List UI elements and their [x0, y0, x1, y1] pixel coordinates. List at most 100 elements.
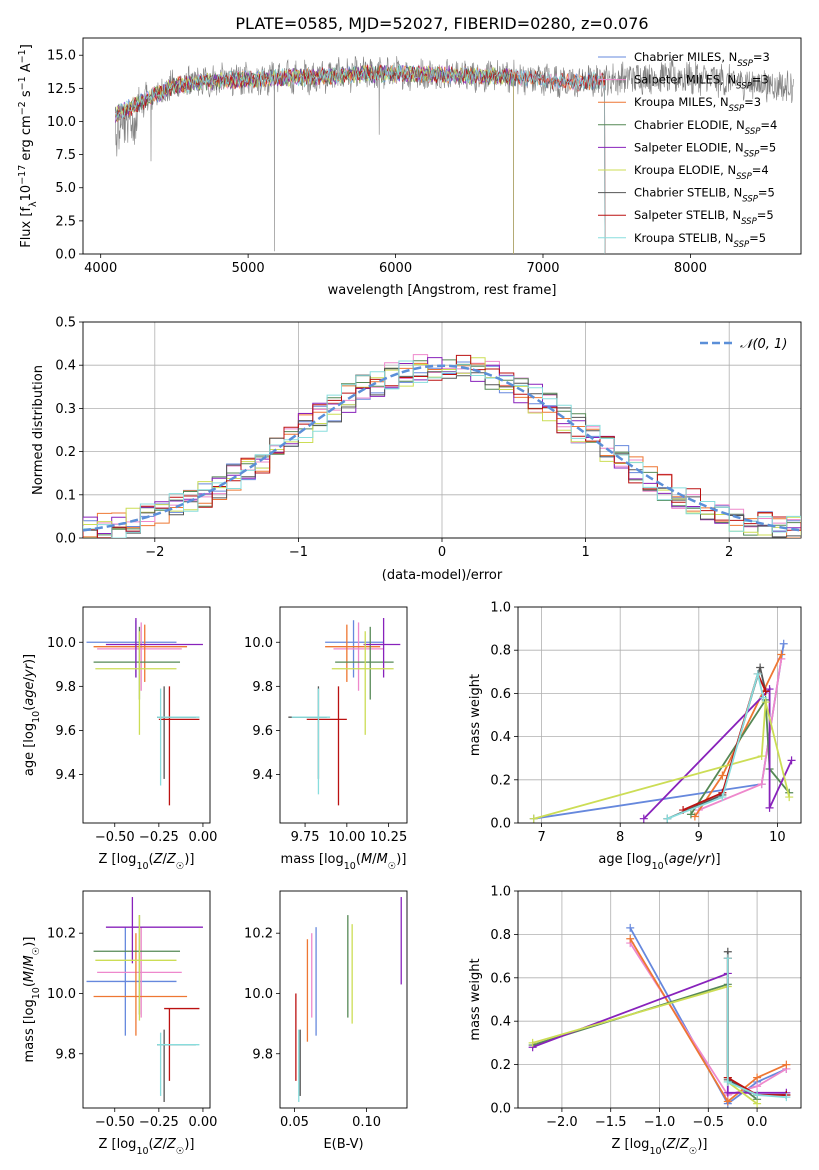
- label-part: erg cm: [19, 115, 34, 164]
- label-part: s: [19, 90, 34, 101]
- y-tick-label: 10.0: [244, 987, 273, 1002]
- model-spectrum: [115, 64, 514, 254]
- mass-weight-point: [777, 650, 786, 659]
- x-tick-label: −1.5: [595, 1115, 627, 1130]
- mass-weight-point: [787, 756, 796, 765]
- mass-weight-point: [718, 793, 727, 802]
- axes-frame: [82, 321, 802, 539]
- label-part: 10: [652, 861, 664, 872]
- label-part: log: [22, 723, 37, 743]
- x-tick-label: 5000: [232, 261, 265, 276]
- legend-sub: SSP: [729, 104, 745, 114]
- legend-model: Chabrier STELIB, N: [634, 186, 742, 200]
- mass-weight-line: [532, 983, 758, 1101]
- mass-weight-point: [765, 803, 774, 812]
- label-part: log: [324, 852, 344, 867]
- y-tick-label: 10.0: [47, 987, 76, 1002]
- x-axis-label: Z [log10(Z/Z☉)]: [611, 1137, 707, 1157]
- model-spectrum: [115, 65, 606, 254]
- axes-frame: [279, 890, 408, 1109]
- y-tick-label: 9.4: [55, 768, 76, 783]
- label-part: −2: [17, 101, 28, 115]
- y-tick-label: 0.2: [490, 1058, 511, 1073]
- label-part: age: [22, 681, 37, 705]
- label-part: /: [163, 852, 168, 867]
- legend-label: Kroupa ELODIE, NSSP=4: [634, 163, 769, 182]
- label-part: (: [356, 852, 361, 867]
- y-tick-label: 9.6: [252, 724, 273, 739]
- x-tick-label: 9: [695, 830, 703, 845]
- mass-weight-point: [753, 1090, 762, 1099]
- label-part: M: [361, 852, 372, 867]
- label-part: mass [: [281, 852, 324, 867]
- model-spectrum: [115, 65, 606, 254]
- legend-label: Salpeter STELIB, NSSP=5: [634, 208, 774, 227]
- label-part: −17: [17, 165, 28, 185]
- legend-label: Kroupa STELIB, NSSP=5: [634, 231, 766, 250]
- mass-weight-point: [757, 752, 766, 761]
- mass-weight-point: [686, 810, 695, 819]
- mass-weight-point: [639, 814, 648, 823]
- legend-sub: SSP: [745, 127, 761, 137]
- y-tick-label: 0.0: [55, 248, 76, 263]
- x-tick-label: −0.25: [139, 830, 179, 845]
- residual-histogram: [83, 360, 801, 538]
- mass-weight-point: [782, 1093, 791, 1102]
- label-part: Z: [153, 852, 164, 867]
- legend-model: Salpeter MILES, N: [634, 73, 736, 87]
- y-tick-label: 0.3: [55, 402, 76, 417]
- y-tick-label: 0.8: [490, 644, 511, 659]
- y-tick-label: 5.0: [55, 181, 76, 196]
- legend-sub: SSP: [736, 82, 752, 92]
- x-tick-label: 7: [537, 830, 545, 845]
- mass-weight-point: [753, 1082, 762, 1091]
- mass-weight-line: [690, 697, 790, 815]
- y-axis-label: age [log10(age/yr)]: [22, 654, 42, 776]
- y-tick-label: 0.1: [55, 488, 76, 503]
- mass-weight-point: [529, 814, 538, 823]
- x-tick-label: −2.0: [546, 1115, 578, 1130]
- y-tick-label: 10.2: [244, 927, 273, 942]
- y-tick-label: 9.6: [55, 724, 76, 739]
- weight-z-axes: −2.0 −1.5 −1.0 −0.5 0.0 0.0 0.2 0.4 0.6 0.8 1.0: [490, 885, 802, 1130]
- mass-weight-point: [723, 1077, 732, 1086]
- mass-ebv-axes: 0.05 0.10 9.8 10.0 10.2: [244, 890, 408, 1130]
- label-part: /: [372, 852, 377, 867]
- y-tick-label: 0.2: [490, 773, 511, 788]
- label-part: Flux [f: [19, 207, 34, 248]
- label-part: Z: [153, 1137, 164, 1152]
- model-spectrum: [115, 64, 606, 254]
- axes-frame: [517, 890, 802, 1109]
- y-tick-label: 9.4: [252, 768, 273, 783]
- y-tick-label: 1.0: [490, 601, 511, 616]
- gaussian-curve: [83, 364, 801, 532]
- x-tick-label: 6000: [379, 261, 412, 276]
- y-tick-label: 9.8: [252, 680, 273, 695]
- y-tick-label: 9.8: [252, 1047, 273, 1062]
- mass-weight-point: [753, 1073, 762, 1082]
- legend-label: 𝒩(0, 1): [740, 337, 787, 352]
- legend-n: =5: [749, 231, 766, 245]
- x-tick-label: −0.25: [139, 1115, 179, 1130]
- y-tick-label: 10.2: [47, 927, 76, 942]
- x-tick-label: 10.00: [328, 830, 365, 845]
- axes-frame: [279, 606, 408, 824]
- y-tick-label: 0.8: [490, 928, 511, 943]
- model-spectrum: [115, 65, 514, 254]
- x-tick-label: −0.50: [95, 830, 135, 845]
- x-tick-label: 9.75: [291, 830, 320, 845]
- legend-model: Salpeter STELIB, N: [634, 208, 741, 222]
- y-tick-label: 0.4: [490, 730, 511, 745]
- x-tick-label: 0.00: [188, 1115, 217, 1130]
- model-spectrum: [115, 64, 606, 254]
- y-tick-label: 10.0: [47, 636, 76, 651]
- y-tick-label: 9.8: [55, 680, 76, 695]
- label-part: λ: [28, 201, 39, 207]
- x-tick-label: −0.50: [95, 1115, 135, 1130]
- y-tick-label: 15.0: [47, 49, 76, 64]
- legend-n: =5: [758, 186, 775, 200]
- legend-model: Chabrier MILES, N: [634, 50, 737, 64]
- mass-weight-point: [723, 1088, 732, 1097]
- legend-sub: SSP: [741, 217, 757, 227]
- label-part: ☉: [31, 947, 42, 956]
